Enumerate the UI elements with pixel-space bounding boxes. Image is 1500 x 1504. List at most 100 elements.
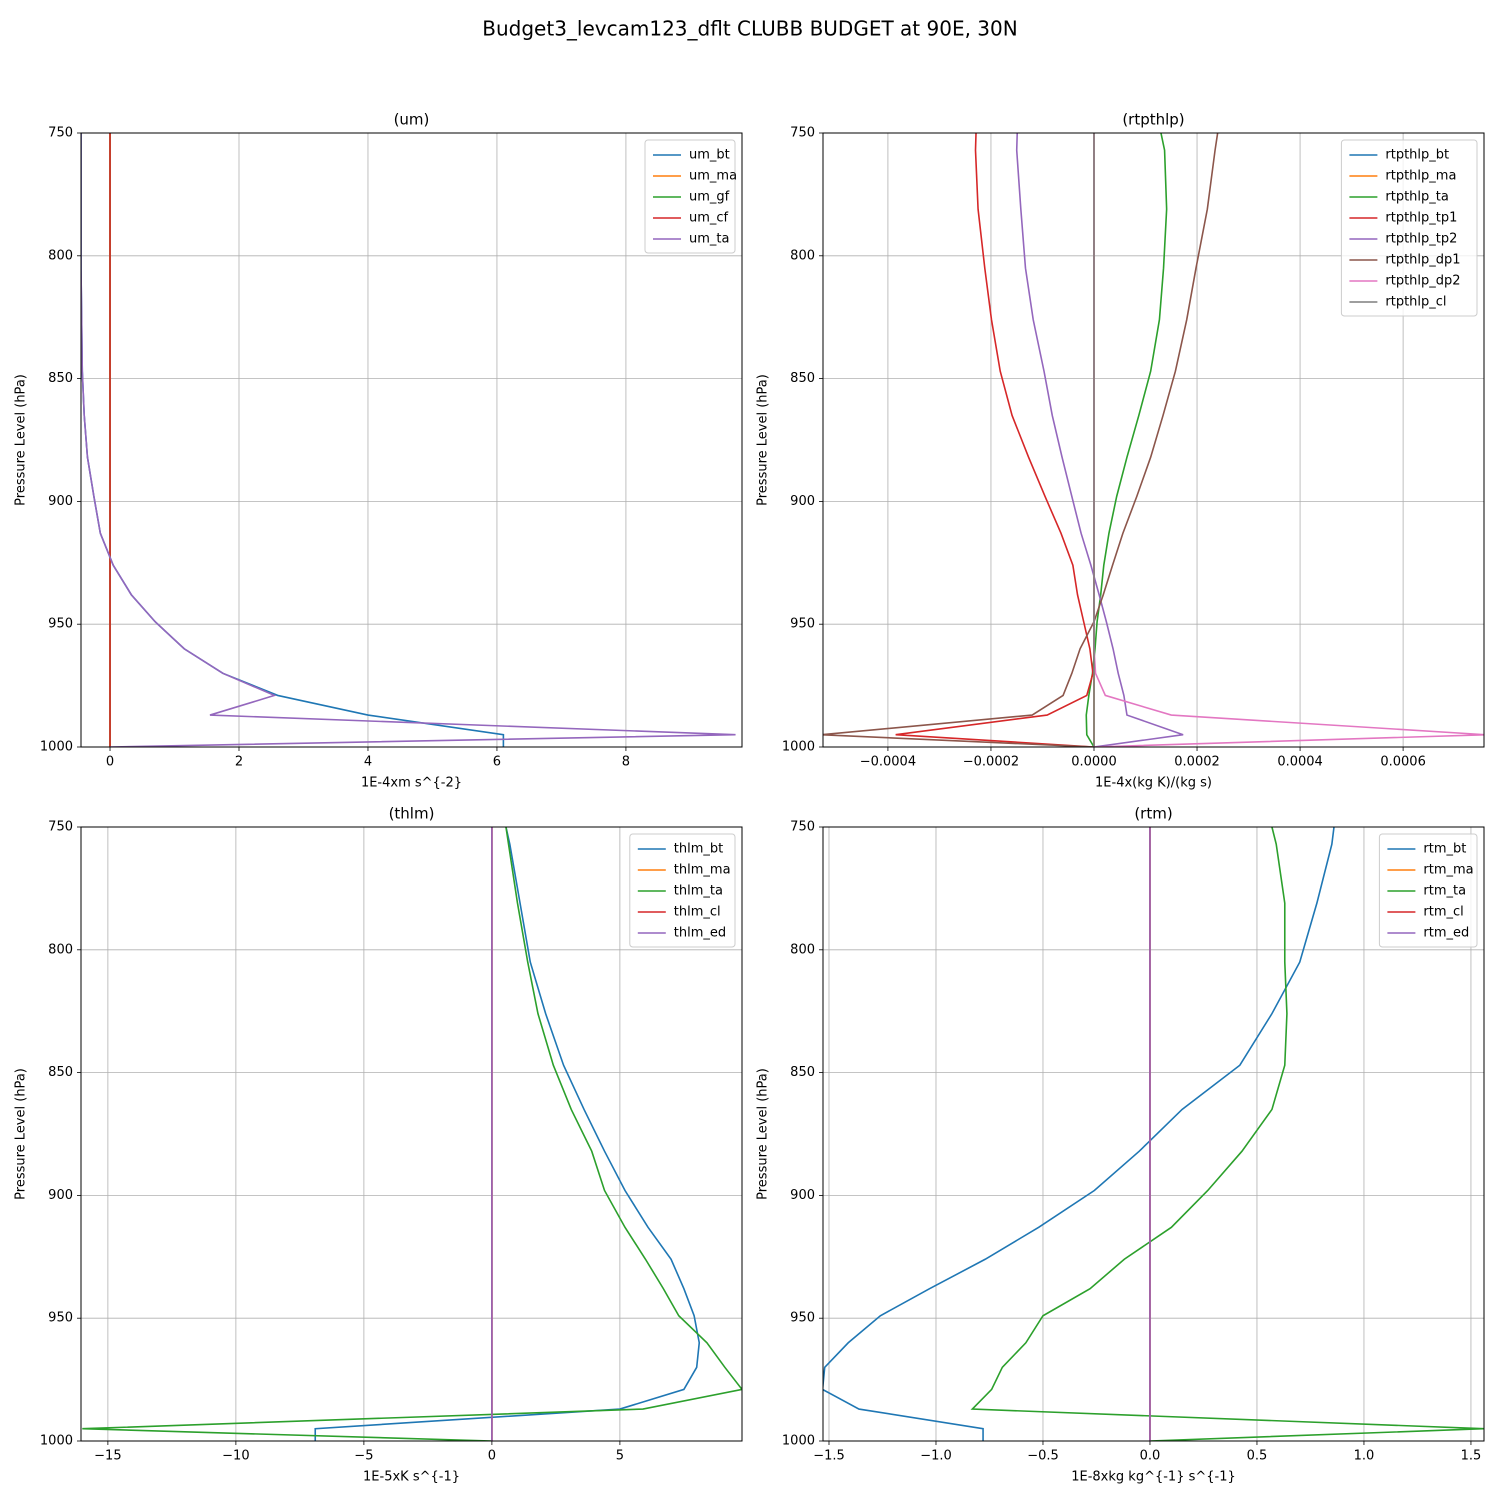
x-axis-label: 1E-8xkg kg^{-1} s^{-1} xyxy=(1071,1470,1236,1485)
y-tick-label: 900 xyxy=(48,494,73,509)
axes-frame xyxy=(80,826,743,1442)
legend-label: thlm_bt xyxy=(674,842,723,857)
x-tick-label: 0.0006 xyxy=(1380,755,1426,770)
x-tick-label: 8 xyxy=(622,755,630,770)
y-tick-label: 950 xyxy=(48,1311,73,1326)
legend-label: rtpthlp_ta xyxy=(1385,190,1448,205)
x-tick-label: −0.0002 xyxy=(963,755,1019,770)
legend-label: rtm_ta xyxy=(1423,884,1466,899)
series-line xyxy=(823,133,1219,747)
series-line xyxy=(970,827,1484,1441)
x-tick-label: 0.0 xyxy=(1140,1449,1161,1464)
x-tick-label: 0 xyxy=(106,755,114,770)
x-tick-label: −1.5 xyxy=(813,1449,845,1464)
series-line xyxy=(314,827,701,1441)
legend-label: um_bt xyxy=(689,148,730,163)
legend-label: rtm_ma xyxy=(1423,863,1473,878)
x-tick-label: 0.0002 xyxy=(1174,755,1220,770)
y-tick-label: 900 xyxy=(48,1188,73,1203)
legend-label: thlm_ta xyxy=(674,884,723,899)
series-line xyxy=(1015,133,1184,747)
series-line xyxy=(823,827,1335,1441)
axes-title: (rtm) xyxy=(1134,805,1172,823)
series-line xyxy=(81,133,736,747)
y-axis-label: Pressure Level (hPa) xyxy=(14,374,29,506)
x-tick-label: 5 xyxy=(616,1449,624,1464)
legend-label: rtpthlp_ma xyxy=(1385,169,1456,184)
series-line xyxy=(895,133,1095,747)
legend-label: rtpthlp_dp2 xyxy=(1385,274,1460,289)
legend-label: thlm_cl xyxy=(674,905,721,920)
x-tick-label: 0.0004 xyxy=(1277,755,1323,770)
legend-box xyxy=(1340,139,1478,317)
legend-label: um_cf xyxy=(689,211,729,226)
series-line xyxy=(1085,133,1168,747)
x-axis-label: 1E-4xm s^{-2} xyxy=(361,776,462,791)
x-tick-label: 2 xyxy=(235,755,243,770)
x-tick-label: 0.0000 xyxy=(1071,755,1117,770)
y-tick-label: 950 xyxy=(48,617,73,632)
y-tick-label: 850 xyxy=(790,1065,815,1080)
y-tick-label: 800 xyxy=(790,942,815,957)
axes-title: (thlm) xyxy=(389,805,435,823)
x-tick-label: 0.5 xyxy=(1247,1449,1268,1464)
y-tick-label: 800 xyxy=(48,942,73,957)
x-tick-label: 1.5 xyxy=(1461,1449,1482,1464)
y-tick-label: 750 xyxy=(48,820,73,835)
y-tick-label: 1000 xyxy=(782,1434,815,1449)
y-tick-label: 900 xyxy=(790,1188,815,1203)
series-line xyxy=(82,827,742,1441)
legend-label: um_gf xyxy=(689,190,730,205)
x-axis-label: 1E-4x(kg K)/(kg s) xyxy=(1095,776,1212,791)
y-tick-label: 950 xyxy=(790,617,815,632)
y-tick-label: 750 xyxy=(790,126,815,141)
x-axis-label: 1E-5xK s^{-1} xyxy=(363,1470,460,1485)
legend-label: rtm_ed xyxy=(1423,926,1469,941)
legend-label: rtpthlp_dp1 xyxy=(1385,253,1460,268)
y-tick-label: 750 xyxy=(790,820,815,835)
y-tick-label: 900 xyxy=(790,494,815,509)
series-line xyxy=(81,133,505,747)
x-tick-label: −0.0004 xyxy=(860,755,916,770)
legend-label: thlm_ma xyxy=(674,863,731,878)
legend-label: rtm_cl xyxy=(1423,905,1463,920)
legend-box xyxy=(629,833,736,948)
y-axis-label: Pressure Level (hPa) xyxy=(756,374,771,506)
axes-frame xyxy=(822,826,1485,1442)
x-tick-label: 0 xyxy=(488,1449,496,1464)
x-tick-label: 4 xyxy=(364,755,372,770)
y-tick-label: 950 xyxy=(790,1311,815,1326)
legend-label: rtpthlp_tp1 xyxy=(1385,211,1457,226)
legend-label: rtpthlp_cl xyxy=(1385,295,1446,310)
y-tick-label: 800 xyxy=(790,248,815,263)
legend-label: thlm_ed xyxy=(674,926,726,941)
legend-label: rtm_bt xyxy=(1423,842,1466,857)
y-axis-label: Pressure Level (hPa) xyxy=(14,1068,29,1200)
y-tick-label: 850 xyxy=(48,1065,73,1080)
legend-label: rtpthlp_bt xyxy=(1385,148,1449,163)
x-tick-label: 6 xyxy=(493,755,501,770)
legend-label: rtpthlp_tp2 xyxy=(1385,232,1457,247)
axes-frame xyxy=(80,132,743,748)
y-tick-label: 750 xyxy=(48,126,73,141)
x-tick-label: −10 xyxy=(222,1449,249,1464)
x-tick-label: −0.5 xyxy=(1027,1449,1059,1464)
axes-title: (um) xyxy=(394,111,430,129)
y-tick-label: 1000 xyxy=(40,1434,73,1449)
legend-label: um_ma xyxy=(689,169,737,184)
legend-box xyxy=(644,139,736,254)
y-tick-label: 850 xyxy=(790,371,815,386)
x-tick-label: −5 xyxy=(354,1449,373,1464)
y-tick-label: 1000 xyxy=(40,740,73,755)
figure-title: Budget3_levcam123_dflt CLUBB BUDGET at 9… xyxy=(482,17,1017,41)
y-axis-label: Pressure Level (hPa) xyxy=(756,1068,771,1200)
x-tick-label: −1.0 xyxy=(920,1449,952,1464)
x-tick-label: 1.0 xyxy=(1354,1449,1375,1464)
y-tick-label: 1000 xyxy=(782,740,815,755)
legend-box xyxy=(1378,833,1478,948)
axes-frame xyxy=(822,132,1485,748)
x-tick-label: −15 xyxy=(94,1449,121,1464)
axes-title: (rtpthlp) xyxy=(1122,111,1184,129)
y-tick-label: 800 xyxy=(48,248,73,263)
